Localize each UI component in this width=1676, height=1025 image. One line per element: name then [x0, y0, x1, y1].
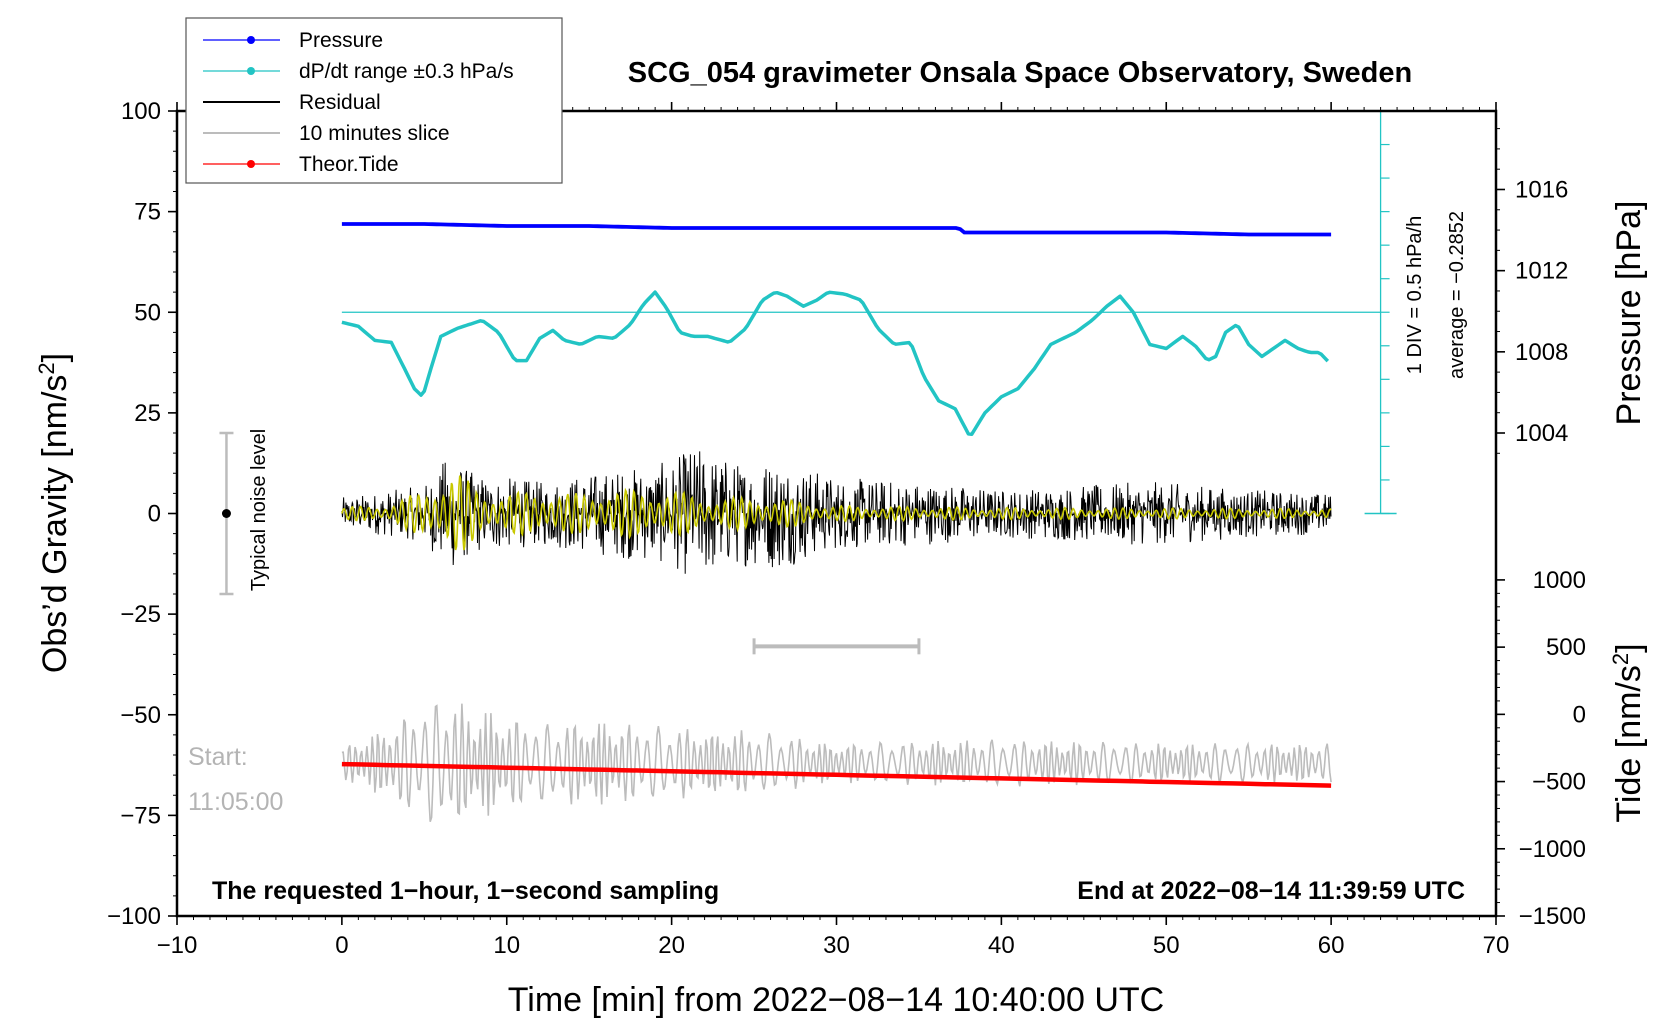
start-time: 11:05:00	[188, 788, 283, 816]
legend-marker	[247, 160, 255, 168]
dpdt-scale-note: 1 DIV = 0.5 hPa/h	[1404, 216, 1426, 374]
x-axis-title: Time [min] from 2022−08−14 10:40:00 UTC	[508, 981, 1164, 1019]
start-label: Start:	[188, 743, 248, 771]
legend-label: dP/dt range ±0.3 hPa/s	[299, 60, 514, 83]
end-time-note: End at 2022−08−14 11:39:59 UTC	[1077, 877, 1465, 905]
tide-axis-title-main: Tide [nm/s	[1610, 665, 1648, 822]
legend: Pressure dP/dt range ±0.3 hPa/s Residual 10…	[185, 17, 563, 184]
x-tick-label: 20	[658, 932, 685, 959]
y-tick-label: −75	[120, 802, 161, 829]
series-10-minutes-slice	[341, 703, 1332, 822]
axes-layer: −10 0 10 20 30 40 50 60 701007550250−25−50−75−10…	[107, 98, 1586, 959]
series-filtered-residual	[341, 475, 1332, 551]
x-tick-label: 10	[493, 932, 520, 959]
y-tick-label: −50	[120, 702, 161, 729]
y-tick-label: 50	[134, 299, 161, 326]
y-axis-title-main: Obs’d Gravity [nm/s	[36, 375, 74, 674]
chart-title: SCG_054 gravimeter Onsala Space Observat…	[628, 57, 1412, 89]
pressure-tick-label: 1008	[1515, 339, 1568, 366]
data-layer	[219, 110, 1397, 822]
tide-axis-title-close: ]	[1610, 643, 1648, 652]
pressure-tick-label: 1004	[1515, 420, 1568, 447]
x-tick-label: 60	[1318, 932, 1345, 959]
x-tick-label: 40	[988, 932, 1015, 959]
tide-tick-label: −1000	[1519, 836, 1586, 863]
y-tick-label: 25	[134, 400, 161, 427]
tide-axis-title: Tide [nm/s2]	[1608, 643, 1649, 822]
legend-box	[185, 17, 563, 184]
x-tick-label: 0	[335, 932, 348, 959]
legend-label: Residual	[299, 91, 381, 114]
dpdt-average-note: average = −0.2852	[1446, 211, 1468, 379]
y-tick-label: 0	[148, 501, 161, 528]
x-tick-label: 50	[1153, 932, 1180, 959]
y-tick-label: 75	[134, 199, 161, 226]
x-tick-label: 70	[1483, 932, 1510, 959]
legend-label: Theor.Tide	[299, 153, 399, 176]
noise-level-label: Typical noise level	[248, 429, 270, 591]
sampling-note: The requested 1−hour, 1−second sampling	[212, 877, 719, 905]
noise-level-center-dot	[221, 509, 231, 518]
legend-label: 10 minutes slice	[299, 122, 450, 145]
y-tick-label: −100	[107, 903, 161, 930]
series-pressure	[341, 222, 1332, 237]
legend-marker	[247, 36, 255, 44]
y-axis-title-exponent: 2	[34, 362, 59, 374]
legend-label: Pressure	[299, 29, 383, 52]
series-dpdt	[341, 290, 1330, 437]
legend-marker	[247, 67, 255, 75]
tide-tick-label: 1000	[1533, 567, 1586, 594]
tide-tick-label: 500	[1546, 634, 1586, 661]
tide-tick-label: −500	[1532, 769, 1586, 796]
y-tick-label: 100	[121, 98, 161, 125]
y-axis-title: Obs’d Gravity [nm/s2]	[34, 353, 75, 673]
pressure-axis-title: Pressure [hPa]	[1610, 201, 1648, 426]
legend-entries: Pressure dP/dt range ±0.3 hPa/s Residual 10…	[203, 29, 514, 176]
y-tick-label: −25	[120, 601, 161, 628]
tide-axis-title-exponent: 2	[1608, 653, 1633, 665]
x-tick-label: 30	[823, 932, 850, 959]
pressure-tick-label: 1012	[1515, 258, 1568, 285]
tide-tick-label: 0	[1573, 701, 1586, 728]
series-theor-tide	[341, 761, 1332, 788]
tide-tick-label: −1500	[1519, 903, 1586, 930]
x-tick-label: −10	[157, 932, 198, 959]
y-axis-title-close: ]	[36, 353, 74, 362]
pressure-tick-label: 1016	[1515, 176, 1568, 203]
